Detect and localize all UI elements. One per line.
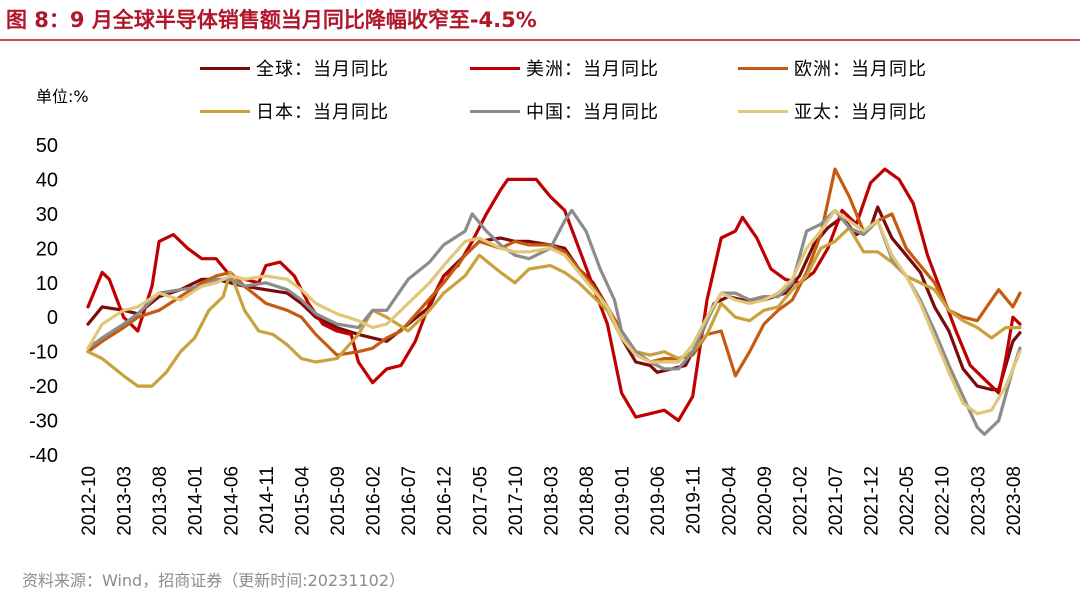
x-tick-label: 2019-11 <box>684 466 705 534</box>
y-tick-label: 0 <box>47 307 58 329</box>
legend-label: 日本：当月同比 <box>256 102 389 123</box>
legend-item: 美洲：当月同比 <box>470 57 659 80</box>
legend-label: 美洲：当月同比 <box>526 59 659 80</box>
x-tick-label: 2021-12 <box>862 466 883 536</box>
x-tick-label: 2013-08 <box>150 466 171 536</box>
legend-swatch <box>738 109 788 113</box>
legend-item: 中国：当月同比 <box>470 100 659 123</box>
y-tick-label: 30 <box>36 204 58 226</box>
legend-swatch <box>738 66 788 70</box>
x-tick-label: 2016-07 <box>399 466 420 536</box>
line-chart: 50 40 30 20 10 0 -10 -20 -30 -40 2012-10 2013-03 201… <box>29 135 1025 536</box>
series-line-1 <box>86 167 1022 423</box>
x-tick-label: 2018-03 <box>541 466 562 536</box>
y-tick-label: -20 <box>29 376 58 398</box>
y-tick-label: 10 <box>36 273 58 295</box>
legend-swatch <box>470 109 520 113</box>
legend-swatch <box>470 66 520 70</box>
y-tick-label: 20 <box>36 238 58 260</box>
x-tick-label: 2015-04 <box>292 466 313 536</box>
x-tick-label: 2014-06 <box>221 466 242 536</box>
x-tick-label: 2019-01 <box>613 466 634 536</box>
y-tick-label: -30 <box>29 411 58 433</box>
legend-label: 欧洲：当月同比 <box>794 59 927 80</box>
series-line-5 <box>86 208 1022 416</box>
title-divider <box>0 39 1080 41</box>
y-tick-label: 50 <box>36 135 58 157</box>
x-tick-label: 2020-04 <box>719 466 740 536</box>
legend-label: 亚太：当月同比 <box>794 102 927 123</box>
series-line-0 <box>86 205 1022 392</box>
legend-swatch <box>200 66 250 70</box>
legend-item: 全球：当月同比 <box>200 57 389 80</box>
y-tick-label: 40 <box>36 169 58 191</box>
x-tick-label: 2020-09 <box>755 466 776 536</box>
x-tick-label: 2017-10 <box>506 466 527 536</box>
x-tick-label: 2016-02 <box>364 466 385 536</box>
y-tick-label: -10 <box>29 342 58 364</box>
x-tick-label: 2021-02 <box>790 466 811 536</box>
y-tick-label: -40 <box>29 445 58 467</box>
x-tick-label: 2017-05 <box>470 466 491 536</box>
y-axis-unit-label: 单位:% <box>36 87 89 106</box>
x-tick-label: 2016-12 <box>435 466 456 536</box>
x-tick-label: 2023-03 <box>968 466 989 536</box>
x-tick-label: 2019-06 <box>648 466 669 536</box>
x-tick-label: 2012-10 <box>79 466 100 536</box>
x-tick-label: 2013-03 <box>115 466 136 536</box>
legend-item: 亚太：当月同比 <box>738 100 927 123</box>
legend-item: 日本：当月同比 <box>200 100 389 123</box>
x-tick-label: 2014-11 <box>257 466 278 534</box>
legend-item: 欧洲：当月同比 <box>738 57 927 80</box>
series-line-4 <box>86 208 1022 436</box>
figure-title: 图 8：9 月全球半导体销售额当月同比降幅收窄至-4.5% <box>6 8 537 32</box>
x-tick-label: 2018-08 <box>577 466 598 536</box>
x-tick-label: 2015-09 <box>328 466 349 536</box>
x-tick-label: 2022-05 <box>897 466 918 536</box>
x-tick-label: 2014-01 <box>186 466 207 536</box>
series-line-3 <box>86 226 1022 388</box>
x-tick-label: 2022-10 <box>933 466 954 536</box>
x-tick-label: 2021-07 <box>826 466 847 536</box>
x-tick-label: 2023-08 <box>1004 466 1025 536</box>
legend-label: 全球：当月同比 <box>256 59 389 80</box>
legend-label: 中国：当月同比 <box>526 102 659 123</box>
source-note: 资料来源：Wind，招商证券（更新时间:20231102） <box>22 571 406 590</box>
legend-swatch <box>200 109 250 113</box>
